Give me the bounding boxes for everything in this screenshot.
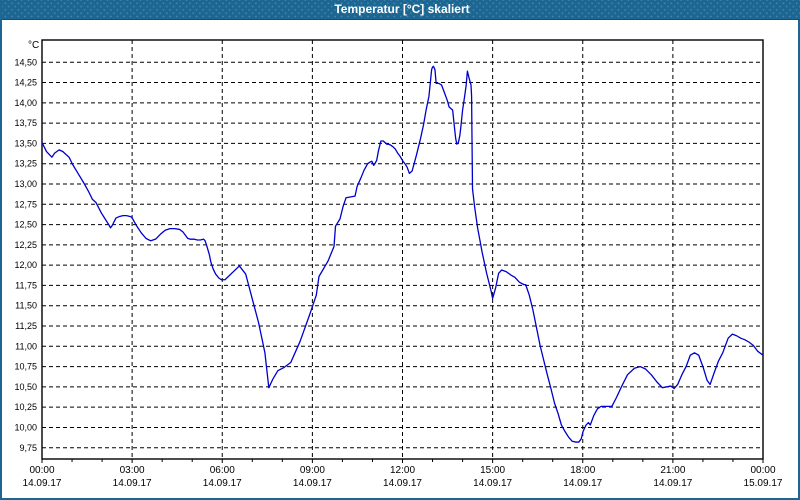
svg-text:14.09.17: 14.09.17 <box>383 478 422 489</box>
svg-text:12,00: 12,00 <box>14 260 37 270</box>
svg-text:09:00: 09:00 <box>300 465 325 476</box>
svg-text:12,25: 12,25 <box>14 240 37 250</box>
svg-text:11,75: 11,75 <box>15 280 37 290</box>
svg-text:12:00: 12:00 <box>390 465 415 476</box>
svg-text:14.09.17: 14.09.17 <box>113 478 152 489</box>
svg-text:12,50: 12,50 <box>14 220 37 230</box>
svg-text:10,25: 10,25 <box>14 402 37 412</box>
svg-text:10,50: 10,50 <box>14 382 37 392</box>
svg-text:11,00: 11,00 <box>15 341 37 351</box>
svg-text:13,75: 13,75 <box>14 118 37 128</box>
svg-text:00:00: 00:00 <box>29 465 54 476</box>
svg-text:15:00: 15:00 <box>480 465 505 476</box>
svg-text:14,25: 14,25 <box>14 78 37 88</box>
svg-text:10,75: 10,75 <box>14 362 37 372</box>
svg-text:14.09.17: 14.09.17 <box>23 478 62 489</box>
svg-text:13,00: 13,00 <box>14 179 37 189</box>
svg-text:14,50: 14,50 <box>14 57 37 67</box>
svg-text:00:00: 00:00 <box>750 465 775 476</box>
svg-text:10,00: 10,00 <box>14 422 37 432</box>
svg-text:9,75: 9,75 <box>19 443 37 453</box>
svg-text:21:00: 21:00 <box>660 465 685 476</box>
svg-text:03:00: 03:00 <box>120 465 145 476</box>
svg-text:°C: °C <box>28 40 39 51</box>
svg-text:14.09.17: 14.09.17 <box>653 478 692 489</box>
svg-text:14.09.17: 14.09.17 <box>473 478 512 489</box>
svg-text:11,25: 11,25 <box>15 321 37 331</box>
svg-text:18:00: 18:00 <box>570 465 595 476</box>
svg-text:11,50: 11,50 <box>15 301 37 311</box>
svg-text:06:00: 06:00 <box>210 465 235 476</box>
svg-text:13,50: 13,50 <box>14 138 37 148</box>
svg-text:14.09.17: 14.09.17 <box>203 478 242 489</box>
svg-text:15.09.17: 15.09.17 <box>744 478 783 489</box>
svg-text:12,75: 12,75 <box>14 199 37 209</box>
svg-text:14,00: 14,00 <box>14 98 37 108</box>
svg-text:14.09.17: 14.09.17 <box>563 478 602 489</box>
svg-text:13,25: 13,25 <box>14 159 37 169</box>
svg-text:14.09.17: 14.09.17 <box>293 478 332 489</box>
